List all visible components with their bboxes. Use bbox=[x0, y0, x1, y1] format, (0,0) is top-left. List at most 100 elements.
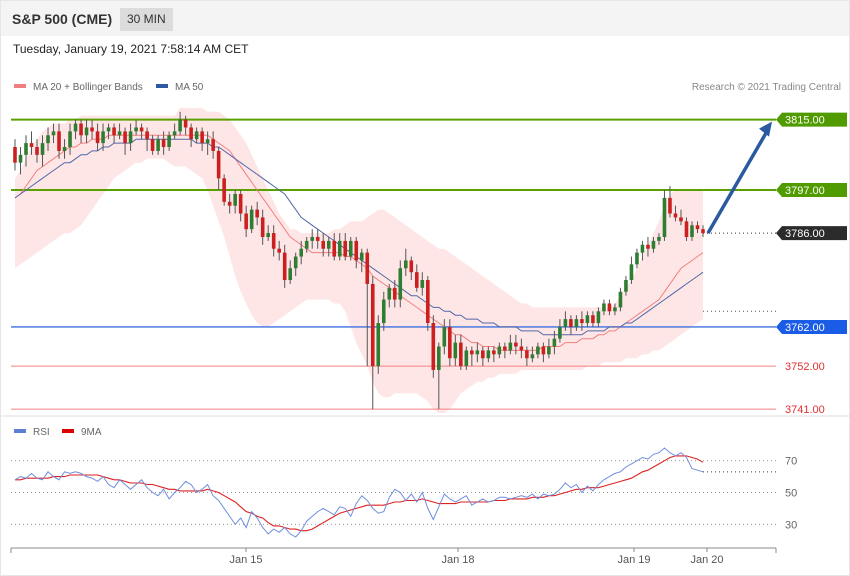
candle-body bbox=[35, 147, 39, 155]
candle bbox=[558, 319, 562, 343]
candle bbox=[695, 221, 700, 234]
candle bbox=[299, 240, 304, 265]
candle bbox=[266, 225, 270, 241]
candle-body bbox=[354, 240, 359, 261]
candle-body bbox=[414, 272, 419, 288]
candle-body bbox=[84, 127, 89, 136]
candle-body bbox=[359, 252, 364, 261]
candle bbox=[68, 123, 72, 155]
candle-body bbox=[392, 287, 397, 300]
candle-body bbox=[547, 346, 551, 355]
candle bbox=[635, 248, 639, 269]
candle-body bbox=[431, 323, 436, 370]
candle bbox=[233, 190, 237, 214]
candle-body bbox=[134, 127, 138, 132]
candle bbox=[629, 256, 634, 284]
candle bbox=[101, 123, 105, 151]
candle bbox=[370, 276, 375, 410]
candle-body bbox=[40, 143, 45, 155]
candle-body bbox=[315, 236, 320, 241]
forecast-arrow-shaft bbox=[706, 128, 770, 234]
candle-body bbox=[24, 143, 28, 155]
candle bbox=[255, 201, 259, 226]
price-tag-1 bbox=[776, 112, 847, 127]
rsi-tick-label-70: 70 bbox=[785, 456, 797, 468]
candle-body bbox=[679, 217, 683, 222]
candle-body bbox=[370, 283, 375, 367]
candle bbox=[585, 311, 590, 327]
candle-body bbox=[420, 280, 425, 288]
legend-swatch-rsi bbox=[14, 429, 26, 433]
candle-body bbox=[530, 354, 535, 359]
candle-body bbox=[607, 303, 612, 312]
candle bbox=[90, 119, 94, 140]
candle-body bbox=[90, 127, 94, 132]
candle bbox=[178, 111, 182, 136]
time-axis-label: Jan 18 bbox=[441, 554, 474, 566]
candle-body bbox=[128, 131, 133, 144]
candle bbox=[343, 233, 348, 261]
rsi-tick-label-50: 50 bbox=[785, 488, 797, 500]
time-axis: Jan 15 Jan 18 Jan 19 Jan 20 bbox=[10, 547, 777, 566]
price-level-label-5: 3752.00 bbox=[785, 361, 825, 373]
candle-body bbox=[266, 233, 270, 237]
candle bbox=[607, 299, 612, 316]
candle-body bbox=[156, 139, 160, 151]
candle-body bbox=[348, 240, 353, 257]
legend-swatch-ma20 bbox=[14, 84, 26, 88]
candle bbox=[244, 205, 248, 237]
candle bbox=[673, 205, 678, 222]
candle-body bbox=[183, 119, 188, 128]
candle bbox=[470, 346, 474, 367]
candle bbox=[414, 264, 419, 292]
candle bbox=[62, 139, 67, 159]
candle-body bbox=[403, 260, 408, 269]
candle-body bbox=[486, 350, 491, 359]
candle-body bbox=[459, 342, 463, 367]
candle bbox=[392, 280, 397, 308]
candle-body bbox=[668, 197, 672, 214]
candle-body bbox=[238, 193, 243, 214]
candle-body bbox=[277, 248, 281, 253]
candle bbox=[304, 236, 309, 253]
candle bbox=[387, 283, 392, 308]
candle bbox=[205, 131, 210, 155]
chart-header: S&P 500 (CME) 30 MIN bbox=[1, 1, 849, 36]
candle bbox=[403, 248, 408, 277]
candle bbox=[596, 307, 601, 327]
candle bbox=[618, 287, 623, 312]
candle bbox=[420, 272, 425, 296]
candle bbox=[354, 236, 359, 269]
candle-body bbox=[492, 350, 496, 355]
candle bbox=[574, 315, 579, 331]
candle-body bbox=[282, 252, 287, 281]
candle-body bbox=[51, 131, 56, 136]
candle-body bbox=[244, 213, 248, 230]
candle bbox=[326, 236, 331, 257]
candle bbox=[321, 233, 326, 257]
candle bbox=[24, 135, 28, 167]
interval-badge[interactable]: 30 MIN bbox=[120, 8, 173, 31]
candle-body bbox=[387, 287, 392, 300]
candle-body bbox=[640, 244, 645, 253]
candle bbox=[547, 338, 551, 359]
candle-body bbox=[73, 123, 78, 132]
candle bbox=[200, 127, 204, 151]
rsi-line bbox=[14, 447, 704, 538]
candle-body bbox=[288, 268, 292, 281]
candle bbox=[117, 123, 122, 140]
candle bbox=[79, 119, 83, 144]
candle bbox=[277, 240, 281, 261]
candle bbox=[189, 123, 193, 148]
bollinger-band-area bbox=[15, 107, 703, 414]
price-tag-2 bbox=[776, 183, 847, 198]
candle bbox=[481, 346, 485, 367]
candle bbox=[194, 127, 199, 144]
candle bbox=[508, 334, 513, 355]
legend-label-9ma: 9MA bbox=[81, 427, 102, 438]
candle-body bbox=[95, 131, 100, 144]
candle-body bbox=[304, 240, 309, 249]
candle bbox=[167, 131, 171, 151]
candle bbox=[679, 209, 683, 226]
candle-body bbox=[332, 240, 337, 257]
